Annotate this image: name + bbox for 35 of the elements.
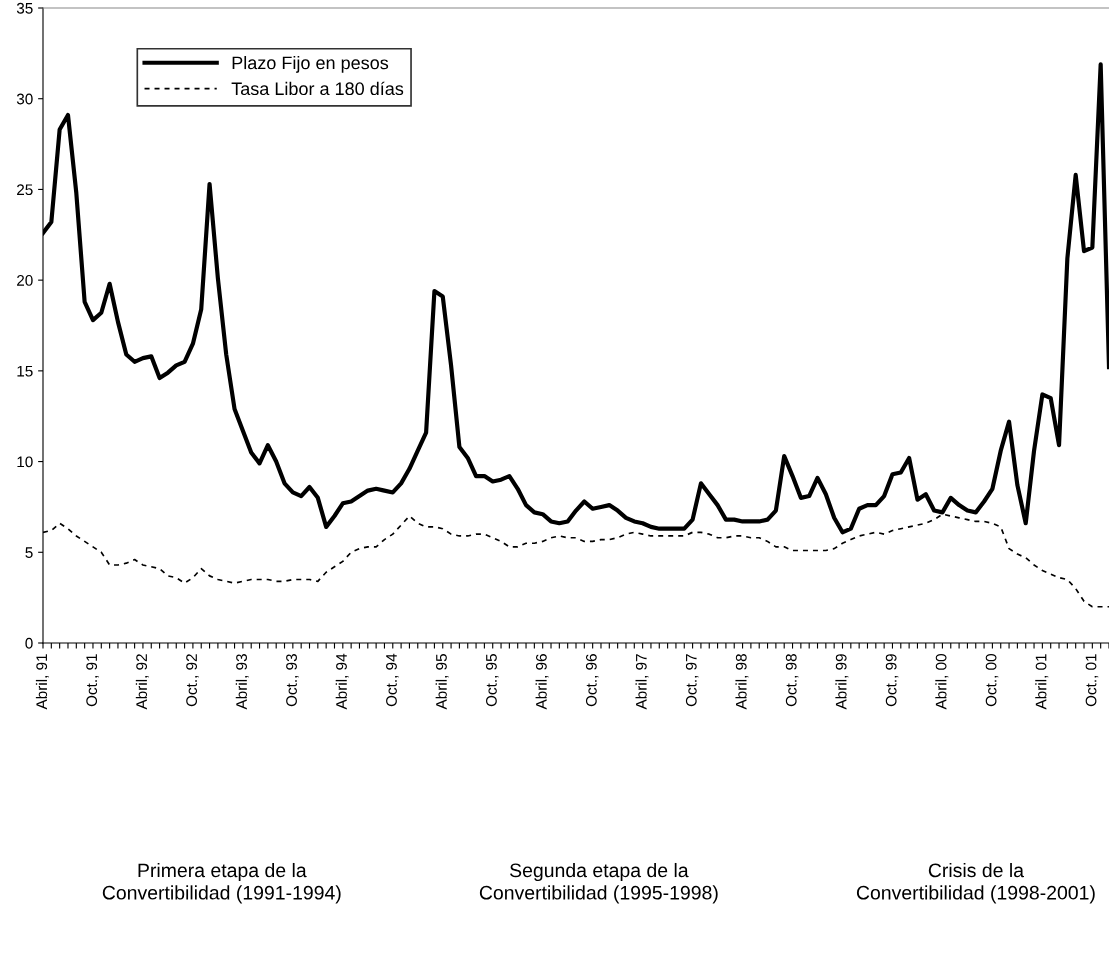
text: Primera etapa de la Convertibilidad (1991-1994) xyxy=(102,862,341,904)
x-tick-label: Oct., 92 xyxy=(186,654,199,707)
text: Segunda etapa de la Convertibilidad (1995-1998) xyxy=(479,862,718,904)
legend-label: Plazo Fijo en pesos xyxy=(232,56,389,73)
y-tick-label: 30 xyxy=(16,93,33,105)
x-tick-label: Oct., 01 xyxy=(1085,654,1099,707)
x-tick-label: Abril, 95 xyxy=(435,654,449,710)
text: Crisis de la Convertibilidad (1998-2001) xyxy=(856,862,1095,904)
x-tick-label: Abril, 93 xyxy=(235,654,249,710)
y-tick-label: 10 xyxy=(17,456,33,468)
x-tick-label: Oct., 91 xyxy=(86,654,99,707)
x-tick-label: Abril, 98 xyxy=(735,654,749,710)
y-tick-label: 15 xyxy=(17,365,33,377)
y-tick-label: 20 xyxy=(17,275,33,286)
x-tick-label: Oct., 97 xyxy=(685,654,699,707)
y-tick-label: 25 xyxy=(17,184,33,196)
y-tick-label: 35 xyxy=(16,2,33,14)
y-tick-label: 5 xyxy=(25,547,33,558)
x-tick-label: Oct., 95 xyxy=(486,654,499,707)
x-tick-label: Oct., 00 xyxy=(985,654,999,707)
x-tick-label: Abril, 97 xyxy=(635,654,649,710)
x-tick-label: Oct., 94 xyxy=(386,653,399,707)
x-tick-label: Abril, 94 xyxy=(335,653,349,710)
x-tick-label: Oct., 99 xyxy=(885,654,899,707)
x-tick-label: Oct., 93 xyxy=(286,654,299,707)
x-tick-label: Abril, 96 xyxy=(535,654,549,710)
x-tick-label: Abril, 92 xyxy=(135,654,149,710)
x-tick-label: Abril, 01 xyxy=(1035,654,1049,710)
legend-label: Tasa Libor a 180 días xyxy=(231,81,404,96)
x-tick-label: Oct., 96 xyxy=(585,654,599,707)
x-tick-label: Abril, 91 xyxy=(35,654,49,710)
y-tick-label: 0 xyxy=(25,637,33,649)
x-tick-label: Abril, 99 xyxy=(835,654,849,710)
x-tick-label: Abril, 00 xyxy=(935,654,949,710)
x-tick-label: Oct., 98 xyxy=(785,654,799,707)
